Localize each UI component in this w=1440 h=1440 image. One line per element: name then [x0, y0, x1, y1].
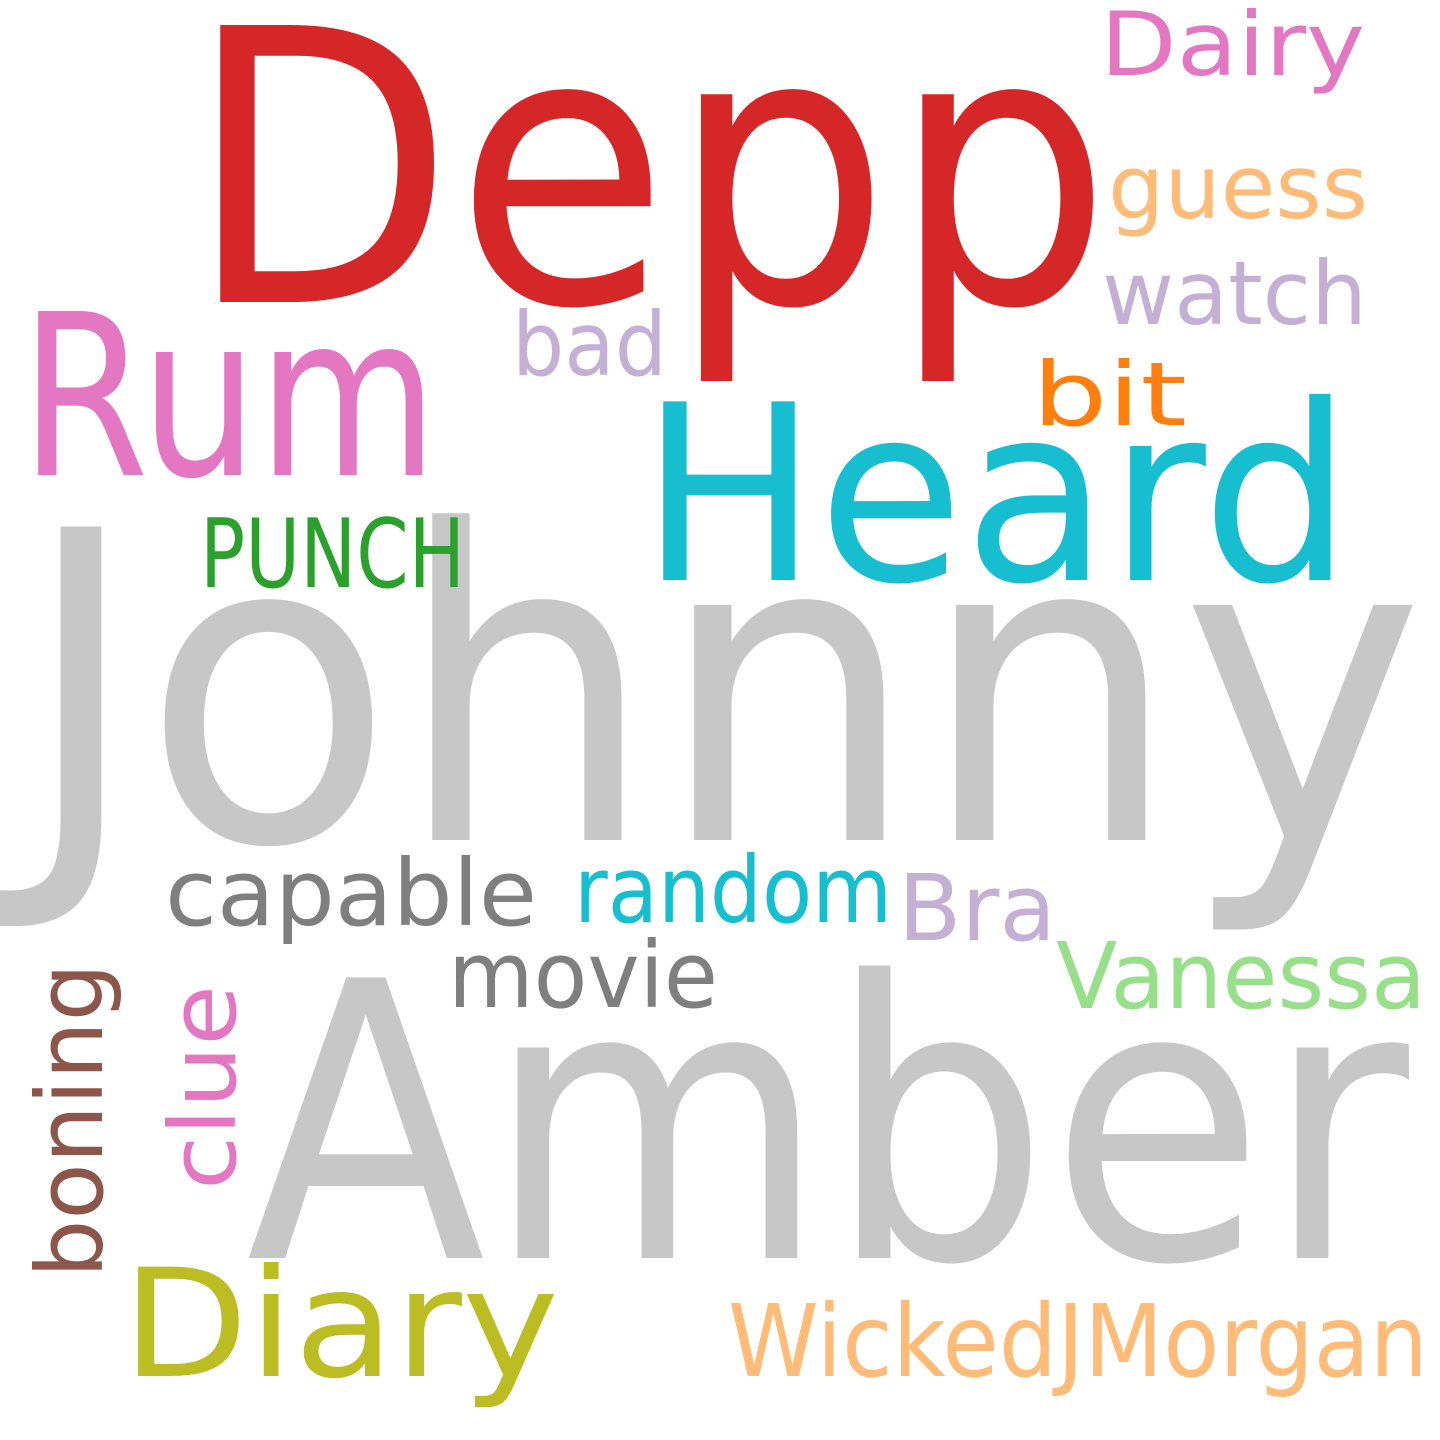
word-diary: Diary: [122, 1238, 559, 1412]
word-clue: clue: [150, 985, 257, 1190]
word-bra: Bra: [898, 855, 1056, 962]
word-dairy: Dairy: [1100, 0, 1365, 96]
word-punch: PUNCH: [200, 500, 465, 610]
word-depp: Depp: [186, 0, 1112, 392]
word-bit: bit: [1032, 343, 1187, 446]
word-watch: watch: [1102, 242, 1367, 345]
word-johnny: Johnny: [0, 442, 1425, 942]
word-movie: movie: [448, 922, 718, 1029]
word-capable: capable: [165, 840, 537, 947]
word-bad: bad: [512, 293, 667, 396]
word-guess: guess: [1108, 136, 1368, 239]
word-wickedjmorgan: WickedJMorgan: [728, 1283, 1428, 1400]
word-vanessa: Vanessa: [1056, 923, 1426, 1030]
word-random: random: [574, 837, 892, 944]
word-rum: Rum: [20, 267, 438, 529]
word-amber: Amber: [246, 901, 1413, 1349]
word-heard: Heard: [640, 353, 1352, 638]
word-boning: boning: [17, 963, 124, 1278]
